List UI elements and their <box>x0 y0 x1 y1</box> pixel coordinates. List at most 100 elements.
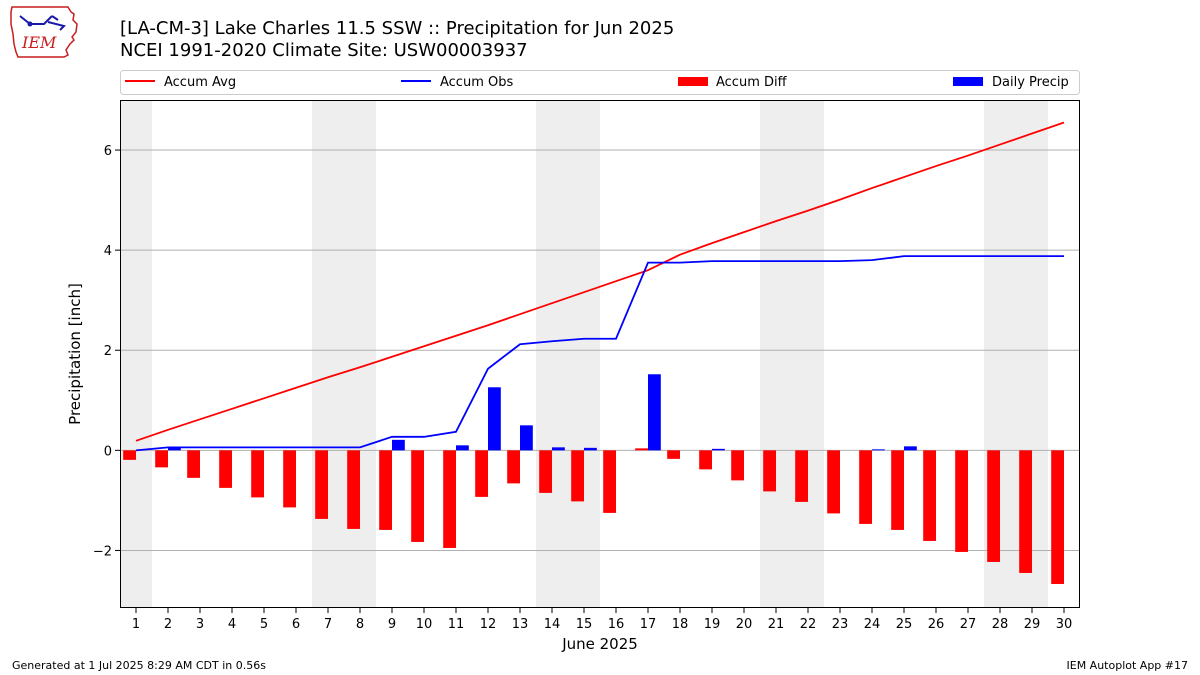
legend-label-accum-obs: Accum Obs <box>440 75 513 90</box>
daily-precip-bar <box>168 447 181 451</box>
iem-logo: IEM <box>8 4 82 60</box>
accum-obs-line <box>135 255 1064 452</box>
x-tick-label: 28 <box>992 617 1009 632</box>
accum-diff-bar <box>923 450 936 541</box>
x-tick-label: 13 <box>512 617 529 632</box>
plot-frame <box>120 100 1080 608</box>
accum-diff-bar <box>859 450 872 524</box>
accum-diff-bar <box>251 450 264 498</box>
x-tick-label: 19 <box>704 617 721 632</box>
chart-title: [LA-CM-3] Lake Charles 11.5 SSW :: Preci… <box>120 18 675 39</box>
legend-frame <box>120 70 1080 95</box>
grid-lines <box>120 149 1080 551</box>
accum-diff-bar <box>795 450 808 502</box>
daily-precip-bar <box>392 439 405 451</box>
x-tick-label: 21 <box>768 617 785 632</box>
weekend-band <box>312 100 376 608</box>
x-tick-label: 1 <box>132 617 140 632</box>
accum-diff-bar <box>1051 450 1064 584</box>
x-tick-label: 6 <box>292 617 300 632</box>
y-tick-label: −2 <box>93 544 112 559</box>
daily-precip-bar <box>520 425 533 451</box>
accum-diff-bar <box>475 450 488 497</box>
x-tick-label: 9 <box>388 617 396 632</box>
daily-precip-bar <box>552 447 565 451</box>
accum-diff-bar <box>283 450 296 508</box>
x-tick-label: 2 <box>164 617 172 632</box>
x-tick-label: 11 <box>448 617 465 632</box>
y-tick-label: 6 <box>104 144 112 159</box>
accum-diff-bar <box>891 450 904 530</box>
accum-diff-bar <box>699 450 712 470</box>
accum-diff-bar <box>507 450 520 484</box>
accum-diff-bar <box>315 450 328 519</box>
y-axis-label: Precipitation [inch] <box>66 283 84 425</box>
daily-precip-bars <box>168 374 917 451</box>
x-tick-label: 4 <box>228 617 236 632</box>
weekend-bands <box>120 100 1048 608</box>
x-tick-label: 29 <box>1024 617 1041 632</box>
accum-diff-bar <box>155 450 168 468</box>
accum-diff-bar <box>1019 450 1032 573</box>
weekend-band <box>120 100 152 608</box>
accum-diff-bar <box>443 450 456 548</box>
accum-diff-bar <box>731 450 744 481</box>
weekend-band <box>760 100 824 608</box>
x-tick-label: 10 <box>416 617 433 632</box>
daily-precip-bar <box>872 449 885 451</box>
x-tick-label: 17 <box>640 617 657 632</box>
accum-diff-bar <box>987 450 1000 562</box>
x-tick-label: 16 <box>608 617 625 632</box>
x-tick-label: 14 <box>544 617 561 632</box>
x-tick-label: 27 <box>960 617 977 632</box>
legend: Accum Avg Accum Obs Accum Diff Daily Pre… <box>120 70 1080 95</box>
legend-label-daily-precip: Daily Precip <box>992 75 1069 90</box>
x-tick-label: 12 <box>480 617 497 632</box>
accum-diff-bar <box>411 450 424 542</box>
accum-diff-bar <box>635 448 648 451</box>
daily-precip-bar <box>488 387 501 451</box>
daily-precip-bar <box>648 374 661 451</box>
x-tick-label: 26 <box>928 617 945 632</box>
accum-avg-line <box>135 121 1065 442</box>
x-tick-label: 25 <box>896 617 913 632</box>
accum-diff-bar <box>763 450 776 492</box>
x-tick-label: 18 <box>672 617 689 632</box>
accum-diff-bars <box>123 448 1064 584</box>
accum-diff-bar <box>539 450 552 493</box>
accum-lines <box>135 121 1065 452</box>
svg-text:IEM: IEM <box>21 33 57 52</box>
accum-diff-bar <box>603 450 616 513</box>
accum-diff-bar <box>955 450 968 552</box>
accum-diff-bar <box>219 450 232 488</box>
x-tick-label: 15 <box>576 617 593 632</box>
x-axis-label: June 2025 <box>561 635 638 653</box>
legend-swatch-accum-diff <box>678 77 708 86</box>
legend-label-accum-diff: Accum Diff <box>716 75 788 90</box>
daily-precip-bar <box>904 446 917 451</box>
generated-timestamp: Generated at 1 Jul 2025 8:29 AM CDT in 0… <box>12 659 266 672</box>
legend-label-accum-avg: Accum Avg <box>164 75 236 90</box>
legend-swatch-daily-precip <box>953 77 983 86</box>
x-tick-label: 20 <box>736 617 753 632</box>
accum-diff-bar <box>347 450 360 529</box>
x-tick-label: 5 <box>260 617 268 632</box>
y-axis: −2 0 2 4 6 <box>93 144 120 559</box>
y-tick-label: 0 <box>104 444 112 459</box>
daily-precip-bar <box>712 448 725 451</box>
daily-precip-bar <box>584 447 597 451</box>
weekend-band <box>536 100 600 608</box>
x-tick-label: 24 <box>864 617 881 632</box>
x-tick-label: 8 <box>356 617 364 632</box>
accum-diff-bar <box>123 450 136 460</box>
accum-diff-bar <box>187 450 200 478</box>
x-tick-label: 7 <box>324 617 332 632</box>
x-axis: 1 2 3 4 5 6 7 8 9 10 11 12 13 14 15 16 17 18 19 20 21 22 23 24 2… <box>132 608 1072 632</box>
x-tick-label: 30 <box>1056 617 1073 632</box>
daily-precip-bar <box>456 445 469 451</box>
y-tick-label: 4 <box>104 244 112 259</box>
accum-diff-bar <box>379 450 392 530</box>
chart-subtitle: NCEI 1991-2020 Climate Site: USW00003937 <box>120 40 528 61</box>
x-tick-label: 3 <box>196 617 204 632</box>
accum-diff-bar <box>571 450 584 502</box>
